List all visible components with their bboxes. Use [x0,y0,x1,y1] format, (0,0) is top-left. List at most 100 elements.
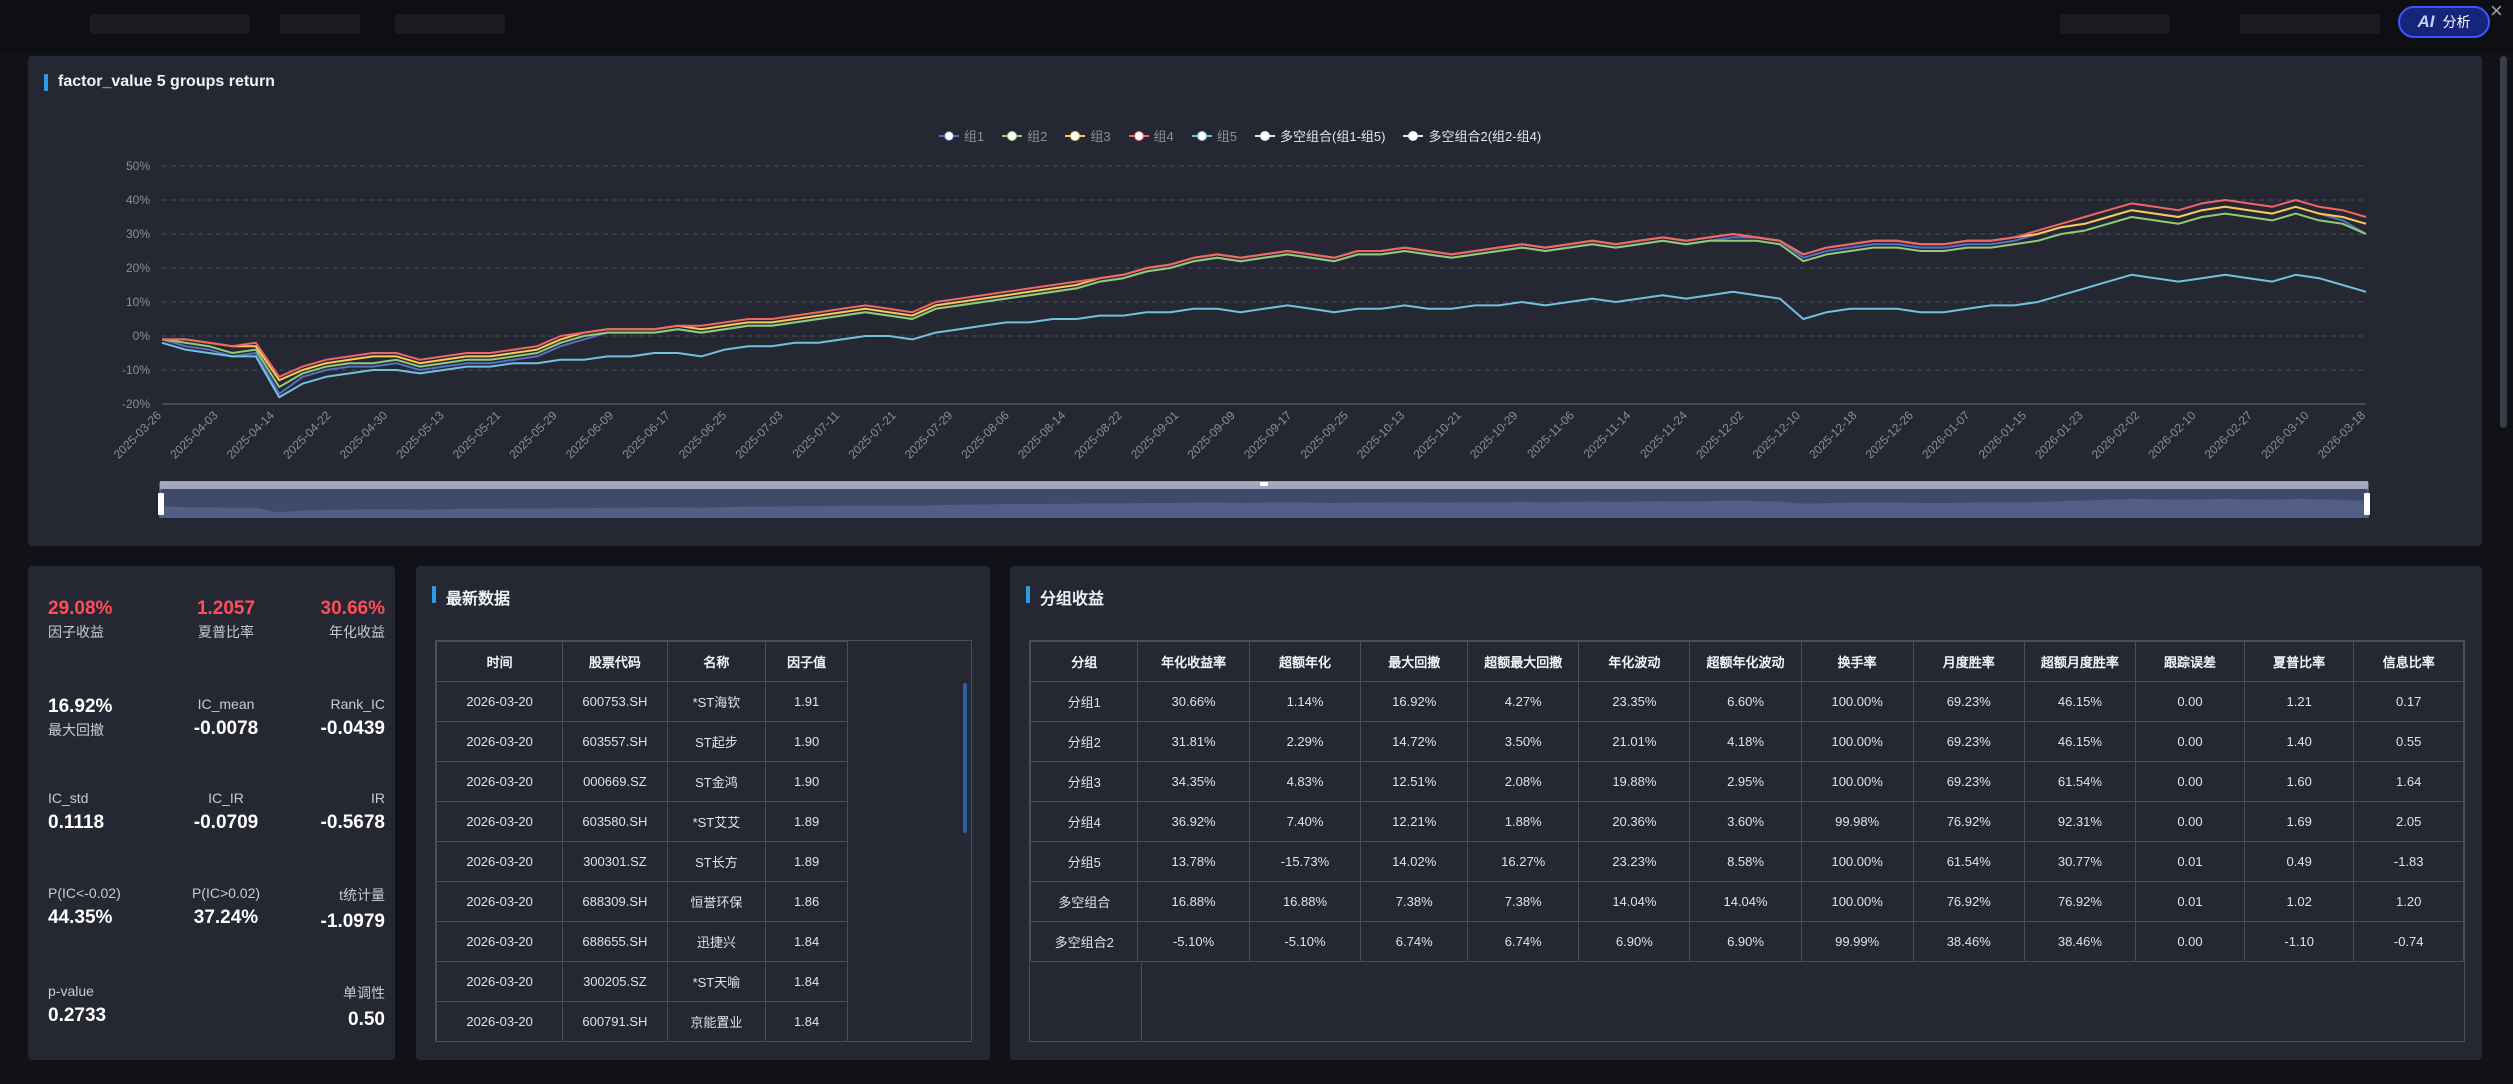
group-header-cell[interactable]: 超额年化 [1248,641,1362,682]
group-cell: -1.10 [2243,921,2355,962]
latest-header-cell[interactable]: 时间 [436,641,564,682]
group-cell: 16.88% [1137,881,1250,922]
legend-item[interactable]: 组5 [1191,126,1238,145]
group-cell: 分组3 [1030,761,1139,802]
x-tick-label: 2025-08-06 [959,408,1013,462]
group-cell: 3.50% [1467,721,1580,762]
x-tick-label: 2025-04-14 [224,408,278,462]
chart-panel [28,56,2482,546]
group-header-cell[interactable]: 年化收益率 [1137,641,1250,682]
metric-label: 单调性 [343,985,385,1001]
metric-value: -0.0709 [193,812,259,833]
group-cell: 2.29% [1248,721,1362,762]
latest-header-cell[interactable]: 股票代码 [562,641,668,682]
group-cell: 13.78% [1137,841,1250,882]
group-cell: 1.69 [2243,801,2355,842]
group-header-cell[interactable]: 换手率 [1800,641,1914,682]
x-tick-label: 2025-09-25 [1298,408,1352,462]
close-icon[interactable]: × [2490,0,2503,23]
legend-item[interactable]: 组2 [1002,126,1047,145]
legend-item[interactable]: 多空组合(组1-组5) [1255,126,1385,145]
zoom-handle-right-icon [2364,493,2370,515]
group-cell: 14.72% [1360,721,1469,762]
group-header-cell[interactable]: 月度胜率 [1912,641,2025,682]
x-tick-label: 2026-03-10 [2258,408,2312,462]
group-header-cell[interactable]: 夏普比率 [2243,641,2355,682]
group-header-cell[interactable]: 信息比率 [2353,641,2464,682]
x-tick-label: 2025-05-21 [450,408,504,462]
group-header-cell[interactable]: 最大回撤 [1360,641,1469,682]
latest-cell: 2026-03-20 [436,721,564,762]
series-line [161,212,2367,388]
latest-cell: 688655.SH [562,921,668,962]
x-tick-label: 2026-03-18 [2315,408,2369,462]
legend-item[interactable]: 组1 [938,126,984,145]
group-header-cell[interactable]: 超额最大回撤 [1467,641,1580,682]
x-tick-label: 2025-12-26 [1863,408,1917,462]
group-header-cell[interactable]: 跟踪误差 [2135,641,2245,682]
group-cell: 34.35% [1137,761,1250,802]
legend-item[interactable]: 多空组合2(组2-组4) [1403,126,1541,145]
group-cell: 分组1 [1030,681,1139,722]
group-cell: 92.31% [2023,801,2137,842]
group-cell: 8.58% [1689,841,1802,882]
table-row: 2026-03-20 688655.SH 迅捷兴 1.84 [436,921,848,962]
latest-header-cell[interactable]: 因子值 [765,641,848,682]
metric-value: 1.2057 [196,598,256,619]
group-cell: 2.05 [2353,801,2464,842]
group-cell: 1.21 [2243,681,2355,722]
page-scrollbar[interactable] [2500,56,2507,428]
group-header-cell[interactable]: 超额年化波动 [1689,641,1802,682]
group-header-cell[interactable]: 超额月度胜率 [2023,641,2137,682]
x-tick-label: 2025-12-10 [1750,408,1804,462]
metric-label: P(IC>0.02) [191,885,261,901]
group-cell: 14.02% [1360,841,1469,882]
metric-label: Rank_IC [330,696,385,712]
latest-cell: 2026-03-20 [436,841,564,882]
metric-label: 年化收益 [329,624,385,640]
latest-cell: 603580.SH [562,801,668,842]
group-header-cell[interactable]: 年化波动 [1578,641,1691,682]
zoom-move-handle-icon [1260,482,1268,486]
latest-table-scrollbar[interactable] [963,683,967,833]
latest-cell: 600791.SH [562,1001,668,1041]
latest-header-cell[interactable]: 名称 [666,641,767,682]
ai-button-label: 分析 [2442,14,2471,30]
group-cell: 30.77% [2023,841,2137,882]
table-row: 2026-03-20 300205.SZ *ST天喻 1.84 [436,961,848,1002]
metric-value: 0.1118 [48,812,105,833]
group-cell: 69.23% [1912,681,2025,722]
legend-item[interactable]: 组3 [1065,126,1111,145]
group-cell: 0.00 [2135,801,2245,842]
x-tick-label: 2026-02-10 [2145,408,2199,462]
nav-placeholder [2060,14,2170,34]
metric-value: 30.66% [320,598,385,619]
latest-cell: 2026-03-20 [436,921,564,962]
x-tick-label: 2026-02-27 [2202,408,2256,462]
x-tick-label: 2025-09-17 [1241,408,1295,462]
x-tick-label: 2025-08-14 [1015,408,1069,462]
metric-card: p-value 0.2733 [48,983,158,1027]
group-cell: 12.21% [1360,801,1469,842]
latest-cell: ST起步 [666,721,767,762]
y-tick-label: 30% [126,227,150,241]
legend-marker-icon [1403,130,1424,142]
latest-data-table-wrap[interactable]: 时间 股票代码 名称 因子值 2026-03-20 600753.SH *ST海钦 1.91… [435,640,972,1042]
metric-card: IC_IR -0.0709 [171,790,281,834]
group-cell: 30.66% [1137,681,1250,722]
group-cell: 20.36% [1578,801,1691,842]
table-row: 2026-03-20 600753.SH *ST海钦 1.91 [436,681,848,722]
legend-label: 多空组合2(组2-组4) [1428,129,1542,144]
x-tick-label: 2026-02-02 [2089,408,2143,462]
latest-cell: 恒誉环保 [666,881,767,922]
metric-card: IR -0.5678 [295,790,385,834]
metric-card: 29.08% 因子收益 [48,598,158,642]
x-tick-label: 2025-07-21 [845,408,899,462]
legend-item[interactable]: 组4 [1128,126,1174,145]
metric-label: IC_mean [197,696,255,712]
group-cell: 99.98% [1800,801,1914,842]
group-header-cell[interactable]: 分组 [1030,641,1139,682]
latest-cell: 1.84 [765,961,848,1002]
legend-label: 组5 [1216,129,1238,144]
ai-analysis-button[interactable]: AI 分析 [2398,6,2490,38]
